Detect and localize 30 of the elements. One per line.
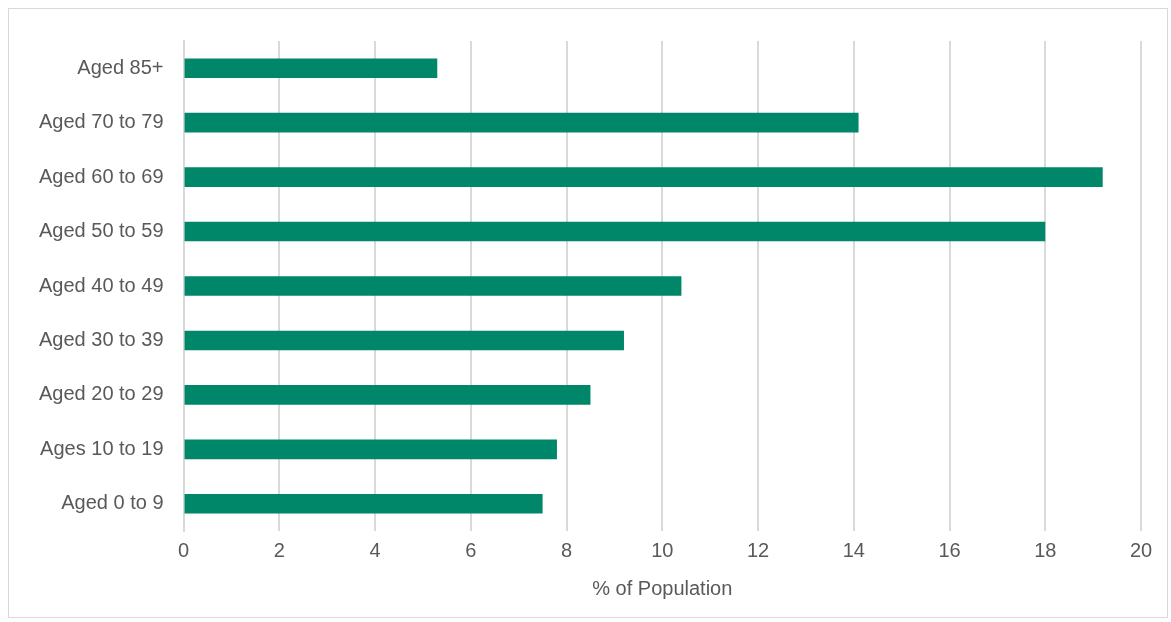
y-tick-label: Ages 10 to 19 [40,436,164,459]
x-tick-label: 20 [1129,538,1153,561]
y-tick-label: Aged 60 to 69 [38,164,164,187]
x-tick-label: 10 [651,538,674,561]
bar [184,221,1046,242]
bar [184,493,543,514]
bar [184,330,624,351]
x-axis-title: % of Population [592,576,733,599]
x-tick-label: 2 [273,538,285,561]
x-tick-label: 0 [177,538,190,561]
x-tick-label: 18 [1034,538,1057,561]
y-tick-label: Aged 70 to 79 [38,110,164,133]
y-tick-label: Aged 50 to 59 [38,219,164,242]
bar [184,439,557,460]
x-tick-label: 16 [938,538,961,561]
y-tick-label: Aged 20 to 29 [38,382,164,405]
y-tick-label: Aged 0 to 9 [61,491,164,514]
y-tick-label: Aged 30 to 39 [38,327,164,350]
bar [184,112,859,133]
y-tick-label: Aged 85+ [77,55,164,78]
bar [184,58,438,79]
x-tick-label: 4 [369,538,381,561]
y-tick-label: Aged 40 to 49 [38,273,164,296]
x-tick-label: 14 [842,538,865,561]
x-tick-label: 8 [560,538,573,561]
bar [184,276,682,296]
bar [184,167,1103,187]
bar [184,385,591,405]
x-tick-label: 6 [465,538,477,561]
x-tick-label: 12 [746,538,770,561]
